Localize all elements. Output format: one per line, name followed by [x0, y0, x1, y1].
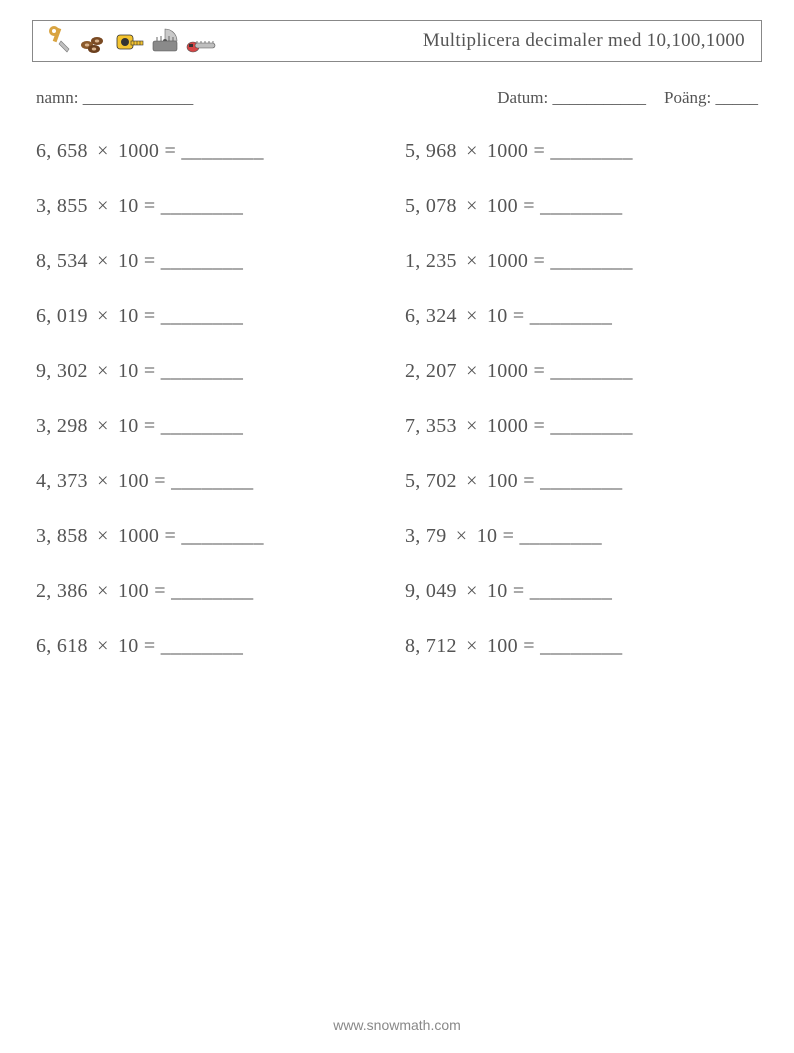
tape-measure-icon — [113, 25, 145, 57]
name-label: namn: _____________ — [36, 88, 193, 108]
header-box: Multiplicera decimaler med 10,100,1000 — [32, 20, 762, 62]
problem-right-2: 5, 078 × 100 = ________ — [405, 195, 758, 218]
problem-left-6: 3, 298 × 10 = ________ — [36, 415, 389, 438]
problem-left-2: 3, 855 × 10 = ________ — [36, 195, 389, 218]
problem-left-8: 3, 858 × 1000 = ________ — [36, 525, 389, 548]
info-row: namn: _____________ Datum: ___________ P… — [36, 88, 758, 108]
problems-grid: 6, 658 × 1000 = ________ 5, 968 × 1000 = … — [36, 140, 758, 658]
problem-left-4: 6, 019 × 10 = ________ — [36, 305, 389, 328]
problem-left-1: 6, 658 × 1000 = ________ — [36, 140, 389, 163]
score-label: Poäng: _____ — [664, 88, 758, 108]
problem-right-3: 1, 235 × 1000 = ________ — [405, 250, 758, 273]
problem-left-7: 4, 373 × 100 = ________ — [36, 470, 389, 493]
problem-right-4: 6, 324 × 10 = ________ — [405, 305, 758, 328]
problem-right-8: 3, 79 × 10 = ________ — [405, 525, 758, 548]
problem-right-1: 5, 968 × 1000 = ________ — [405, 140, 758, 163]
problem-left-9: 2, 386 × 100 = ________ — [36, 580, 389, 603]
problem-right-7: 5, 702 × 100 = ________ — [405, 470, 758, 493]
footer-url: www.snowmath.com — [0, 1017, 794, 1033]
worksheet-title: Multiplicera decimaler med 10,100,1000 — [423, 30, 753, 52]
problem-right-6: 7, 353 × 1000 = ________ — [405, 415, 758, 438]
wood-logs-icon — [77, 25, 109, 57]
chainsaw-icon — [185, 25, 217, 57]
problem-left-3: 8, 534 × 10 = ________ — [36, 250, 389, 273]
info-right: Datum: ___________ Poäng: _____ — [497, 88, 758, 108]
problem-right-10: 8, 712 × 100 = ________ — [405, 635, 758, 658]
problem-right-9: 9, 049 × 10 = ________ — [405, 580, 758, 603]
problem-right-5: 2, 207 × 1000 = ________ — [405, 360, 758, 383]
saw-blade-icon — [149, 25, 181, 57]
wrench-icon — [41, 25, 73, 57]
problem-left-5: 9, 302 × 10 = ________ — [36, 360, 389, 383]
date-label: Datum: ___________ — [497, 88, 646, 108]
problem-left-10: 6, 618 × 10 = ________ — [36, 635, 389, 658]
header-icons — [41, 25, 217, 57]
